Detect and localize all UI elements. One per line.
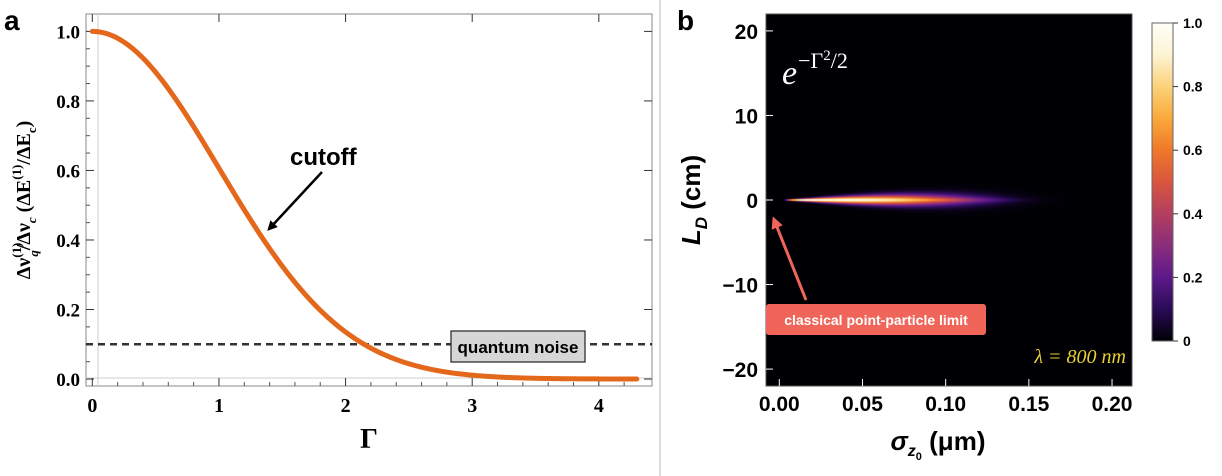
colorbar-tick-label: 0.6 [1183,142,1203,158]
heatmap-ytick-label: −20 [722,359,758,382]
ylabel-sub-D: D [692,217,711,229]
ytick-label: 1.0 [56,22,80,43]
heatmap-ytick-label: 20 [735,21,758,44]
classical-limit-box [766,304,986,335]
panel-a-ylabel: Δν(1) q/Δνc (ΔE(1)/ΔEc) [9,121,41,280]
xtick-label: 4 [594,395,604,417]
ylabel-part-delta-nu: Δν [13,258,35,280]
ylabel-part-sup2: (1) [9,165,24,180]
colorbar-tick-label: 0.2 [1183,269,1203,285]
formula-exp-tail: /2 [831,48,848,73]
colorbar-tick-label: 0 [1183,333,1191,349]
ylabel-part-sub-c2: c [24,127,39,133]
formula-exp-pow: 2 [823,48,831,64]
heatmap-xtick-label: 0.05 [842,393,883,416]
svg-text:LD (cm): LD (cm) [676,155,711,245]
ylabel-part-sub-q: q [26,250,41,257]
panel-b-xlabel: σz0 (μm) [891,426,986,463]
heatmap-xtick-label: 0.20 [1092,393,1133,416]
series-line-gaussian [89,28,640,382]
panel-a-frame [85,13,653,387]
colorbar-tick-label: 0.4 [1183,206,1203,222]
formula-base: e [782,55,797,92]
heatmap-ytick-label: 10 [735,105,758,128]
ytick-label: 0.4 [56,231,80,252]
cutoff-arrow [267,171,323,231]
ytick-label: 0.2 [56,301,80,322]
panel-a-label: a [4,5,20,36]
formula-exp: −Γ [798,48,823,73]
xtick-label: 2 [341,395,351,417]
ylabel-part-sub-c: c [24,217,39,223]
xtick-label: 3 [467,395,477,417]
panel-a: a 0 1 2 3 4 0.0 0.2 0.4 0.6 0.8 1.0 quantum noise… [4,5,653,455]
svg-text:σz0 (μm): σz0 (μm) [891,426,986,463]
xtick-label: 0 [87,395,97,417]
classical-limit-arrow [771,216,808,301]
ytick-label: 0.6 [56,161,80,182]
wavelength-label: λ = 800 nm [1033,346,1126,368]
ylabel-part-paren-e: (ΔE [13,180,35,218]
xlabel-sigma: σ [891,426,910,456]
xlabel-subsub-0: 0 [916,451,922,463]
xtick-label: 1 [214,395,224,417]
gaussian-formula: e−Γ2/2 [782,48,848,92]
panel-a-yticks: 0.0 0.2 0.4 0.6 0.8 1.0 [56,22,652,391]
heatmap-ytick-label: 0 [746,190,758,213]
panel-a-xlabel: Γ [360,424,378,455]
colorbar-ticks: 0 0.2 0.4 0.6 0.8 1.0 [1173,15,1203,349]
xlabel-sub-z: z [907,443,916,460]
colorbar-tick-label: 1.0 [1183,15,1203,31]
ylabel-part-div-nu: /Δν [13,223,35,251]
classical-limit-label: classical point-particle limit [784,312,968,328]
quantum-noise-label: quantum noise [458,338,579,357]
colorbar [1151,22,1174,342]
svg-text:e−Γ2/2: e−Γ2/2 [782,48,848,92]
heatmap-xtick-label: 0.00 [759,393,800,416]
quantum-noise-box [450,330,586,363]
ylabel-part-close: ) [13,121,35,128]
panel-b-ylabel: LD (cm) [676,155,711,245]
colorbar-tick-label: 0.8 [1183,79,1203,95]
ylabel-part-div-e: /ΔE [13,133,35,165]
panel-b-label: b [677,5,694,36]
panel-b-yticks: −20 −10 0 10 20 [722,21,773,382]
ytick-label: 0.0 [56,370,80,391]
svg-text:Δν(1)q/Δνc (ΔE(1)/ΔEc): Δν(1) q/Δνc (ΔE(1)/ΔEc) [9,121,41,280]
panel-b-xticks: 0.00 0.05 0.10 0.15 0.20 [759,379,1133,416]
heatmap-ytick-label: −10 [722,275,758,298]
heatmap-xtick-label: 0.10 [925,393,966,416]
panel-a-xticks: 0 1 2 3 4 [87,14,625,417]
ylabel-part-sup: (1) [9,243,24,258]
heatmap-xtick-label: 0.15 [1008,393,1049,416]
ylabel-unit: (cm) [676,155,706,217]
xlabel-unit: (μm) [922,426,986,456]
ylabel-L: L [676,229,706,245]
ytick-label: 0.8 [56,92,80,113]
cutoff-label: cutoff [290,144,358,171]
